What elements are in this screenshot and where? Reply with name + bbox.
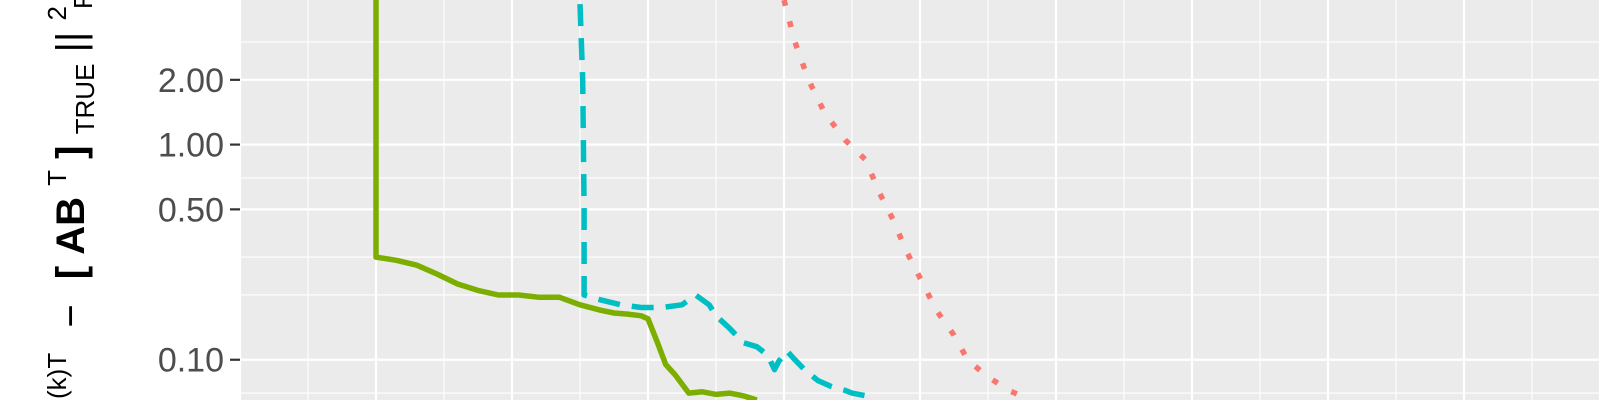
ylabel-part10: F: [68, 0, 98, 9]
ylabel-part3: [: [49, 266, 93, 279]
ylabel-part5: T: [42, 170, 72, 186]
ylabel-part8: ||: [49, 32, 93, 53]
y-tick-label: 0.50: [158, 191, 224, 229]
ylabel-part7: TRUE: [70, 64, 100, 135]
series-line-3: [781, 0, 1030, 400]
ylabel-part4: AB: [49, 197, 93, 255]
grid-major: [238, 0, 1600, 400]
series-line-2: [577, 4, 874, 400]
series-line-1: [373, 0, 758, 400]
ylabel-part2: −: [49, 304, 93, 327]
y-tick-label: 2.00: [158, 62, 224, 100]
y-axis-label: (k)T − [ AB T ] TRUE || 2 F: [31, 0, 103, 399]
ylabel-part1: (k)T: [42, 353, 72, 399]
ylabel-part6: ]: [49, 145, 93, 158]
series-layer: [373, 0, 1030, 400]
y-tick-label: 1.00: [158, 127, 224, 165]
ylabel-part9: 2: [42, 6, 72, 20]
y-axis: 2.00 1.00 0.50 0.10: [158, 62, 240, 380]
y-tick-label: 0.10: [158, 342, 224, 380]
y-axis-label-text: (k)T − [ AB T ] TRUE || 2 F: [31, 0, 103, 399]
